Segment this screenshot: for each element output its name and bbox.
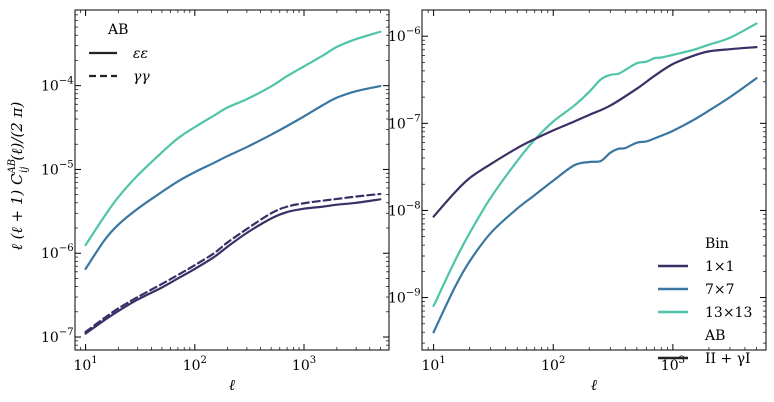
x-tick-label: 103	[292, 355, 316, 374]
y-tick-label: 10−6	[41, 243, 74, 262]
legend-label: γγ	[133, 69, 150, 85]
left-panel: 101 102 103 10−7 10−6 10−5 10−4 ℓ AB εε γγ	[41, 9, 390, 394]
y-tick-label: 10−7	[388, 113, 421, 132]
legend: Bin 1×1 7×7 13×13 AB II + γI	[658, 236, 752, 367]
series-group	[84, 30, 382, 335]
y-tick-label: 10−7	[41, 327, 74, 346]
series-group	[432, 22, 758, 334]
x-tick-label: 102	[541, 355, 565, 374]
y-tick-label: 10−5	[41, 159, 74, 178]
plot-frame	[421, 9, 767, 351]
legend-title: AB	[107, 22, 128, 38]
series-line-bin-1x1-dashed	[84, 192, 382, 334]
legend-title: AB	[704, 328, 725, 344]
legend-label: εε	[133, 46, 148, 62]
legend-label: 7×7	[705, 282, 735, 298]
legend-title: Bin	[705, 236, 729, 252]
series-line-bin-7x7	[432, 77, 758, 334]
legend-label: 1×1	[705, 259, 735, 275]
right-panel: 101 102 103 10−9 10−8 10−7 10−6 ℓ Bin 1×1 7×7 13×13…	[388, 9, 767, 394]
series-line-bin-7x7	[84, 84, 382, 271]
y-tick-label: 10−4	[41, 76, 74, 95]
series-line-bin-1x1	[84, 198, 382, 335]
x-tick-label: 103	[661, 355, 685, 374]
legend: AB εε γγ	[89, 22, 150, 85]
y-tick-label: 10−9	[388, 288, 421, 307]
x-tick-label: 102	[183, 355, 207, 374]
x-axis-label: ℓ	[591, 376, 597, 394]
series-line-bin-1x1	[432, 46, 758, 218]
plot-frame	[74, 9, 390, 351]
x-tick-label: 101	[421, 355, 445, 374]
y-tick-label: 10−6	[388, 26, 421, 45]
x-axis-label: ℓ	[229, 376, 235, 394]
left-y-axis-label: ℓ (ℓ + 1) CABij(ℓ)/(2 π)	[7, 102, 30, 251]
series-line-bin-13x13	[84, 30, 382, 247]
x-tick-label: 101	[73, 355, 97, 374]
y-tick-label: 10−8	[388, 200, 421, 219]
series-line-bin-13x13	[432, 22, 758, 308]
legend-label: II + γI	[705, 351, 751, 367]
legend-label: 13×13	[705, 305, 752, 321]
